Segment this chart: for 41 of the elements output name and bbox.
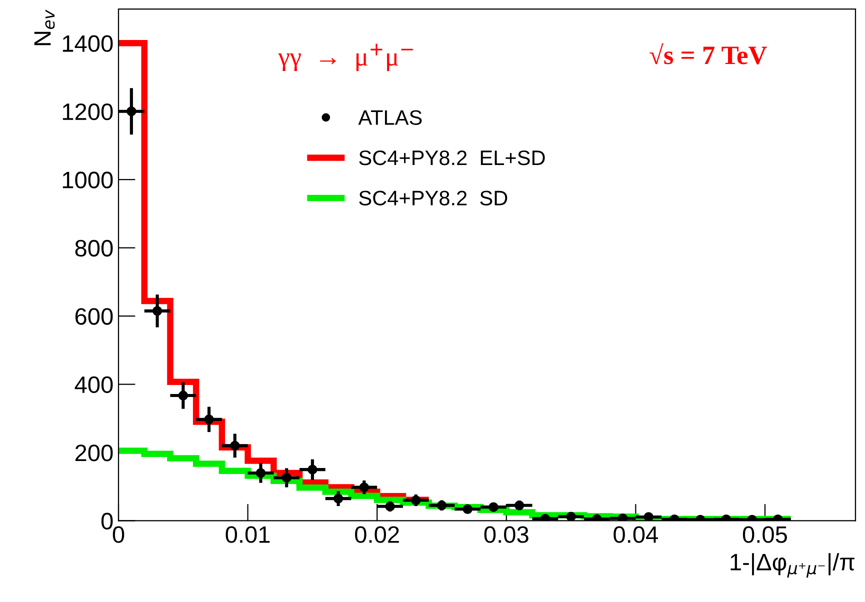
point — [256, 468, 266, 478]
point — [488, 502, 498, 512]
y-tick-label: 200 — [75, 444, 113, 462]
point — [436, 500, 447, 510]
y-tick-label: 600 — [75, 308, 113, 325]
point — [566, 512, 576, 521]
point — [411, 495, 421, 506]
x-tick-label: 0 — [112, 526, 124, 543]
point — [462, 504, 472, 514]
x-axis-title: 1-|Δφ$_{μ⁺μ⁻}$|/π — [730, 553, 854, 578]
x-tick-label: 0.05 — [742, 526, 787, 543]
point — [126, 106, 136, 116]
annotation: γγ → μ$^{+}$μ$^{−}$ — [278, 44, 413, 72]
y-tick-label: 1400 — [62, 35, 113, 52]
y-tick-label: 800 — [75, 240, 113, 257]
legend-label: SC4+PY8.2 EL+SD — [359, 150, 545, 166]
y-tick-label: 0 — [101, 512, 113, 530]
y-tick-label: 1200 — [62, 103, 113, 120]
point — [385, 502, 395, 512]
point — [644, 512, 654, 521]
point — [152, 306, 162, 316]
x-tick-label: 0.01 — [226, 526, 270, 543]
y-tick-label: 1000 — [62, 172, 113, 188]
point — [282, 472, 292, 483]
point — [359, 482, 370, 492]
point — [204, 414, 214, 424]
y-tick-label: 400 — [74, 376, 113, 394]
point — [308, 464, 318, 474]
legend-label: ATLAS — [358, 110, 422, 125]
point — [540, 514, 550, 521]
point — [178, 390, 188, 400]
legend-label: SC4+PY8.2 SD — [359, 190, 508, 206]
point — [514, 500, 524, 510]
y-axis-title: N$_{ev}$ — [34, 10, 55, 46]
point — [333, 494, 344, 504]
x-tick-label: 0.04 — [614, 526, 658, 543]
point — [230, 440, 240, 451]
annotation: √s = 7 TeV — [650, 43, 767, 64]
x-tick-label: 0.02 — [355, 526, 399, 543]
x-tick-label: 0.03 — [484, 526, 528, 543]
point — [618, 513, 628, 521]
